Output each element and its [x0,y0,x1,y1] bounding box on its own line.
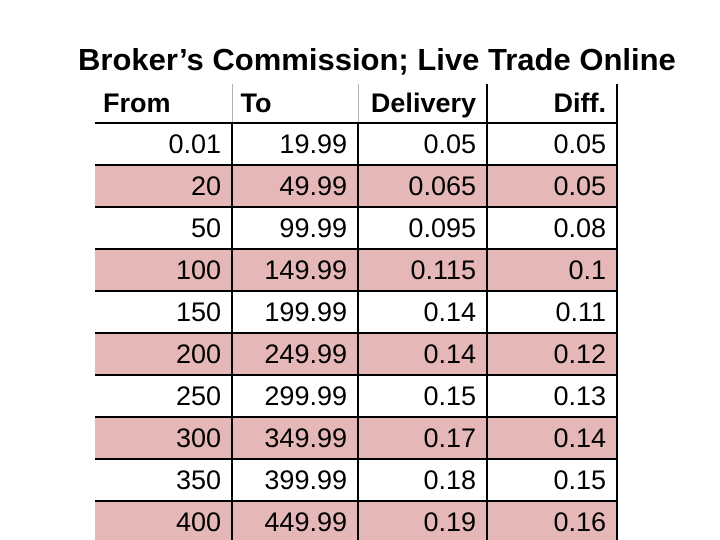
cell-delivery: 0.19 [357,501,487,540]
cell-to: 299.99 [231,375,358,418]
table-row: 200 249.99 0.14 0.12 [95,333,618,376]
table-row: 300 349.99 0.17 0.14 [95,417,618,460]
table-row: 400 449.99 0.19 0.16 [95,501,618,540]
table-row: 250 299.99 0.15 0.13 [95,375,618,418]
commission-table: From To Delivery Diff. 0.01 19.99 0.05 0.05… [95,84,618,540]
cell-from: 0.01 [95,123,232,166]
cell-diff: 0.16 [486,501,618,540]
cell-to: 349.99 [231,417,358,460]
table-row: 350 399.99 0.18 0.15 [95,459,618,502]
cell-diff: 0.15 [486,459,618,502]
cell-to: 199.99 [231,291,358,334]
cell-to: 149.99 [231,249,358,292]
cell-delivery: 0.15 [357,375,487,418]
cell-to: 249.99 [231,333,358,376]
cell-from: 50 [95,207,232,250]
column-header-diff: Diff. [486,84,618,124]
cell-delivery: 0.14 [357,333,487,376]
cell-diff: 0.05 [486,123,618,166]
cell-to: 19.99 [231,123,358,166]
cell-delivery: 0.14 [357,291,487,334]
cell-delivery: 0.18 [357,459,487,502]
cell-to: 399.99 [231,459,358,502]
cell-delivery: 0.115 [357,249,487,292]
column-header-from: From [95,84,232,124]
cell-from: 400 [95,501,232,540]
cell-to: 99.99 [231,207,358,250]
cell-diff: 0.08 [486,207,618,250]
cell-to: 449.99 [231,501,358,540]
cell-from: 300 [95,417,232,460]
cell-from: 20 [95,165,232,208]
table-header: From To Delivery Diff. [95,84,618,124]
cell-from: 100 [95,249,232,292]
table-row: 100 149.99 0.115 0.1 [95,249,618,292]
slide-title: Broker’s Commission; Live Trade Online [78,42,676,77]
table-row: 0.01 19.99 0.05 0.05 [95,123,618,166]
table-body: 0.01 19.99 0.05 0.05 20 49.99 0.065 0.05 50 99.99… [95,123,618,540]
cell-delivery: 0.065 [357,165,487,208]
cell-delivery: 0.17 [357,417,487,460]
cell-to: 49.99 [231,165,358,208]
cell-from: 200 [95,333,232,376]
cell-delivery: 0.05 [357,123,487,166]
cell-from: 250 [95,375,232,418]
cell-diff: 0.11 [486,291,618,334]
cell-diff: 0.13 [486,375,618,418]
cell-delivery: 0.095 [357,207,487,250]
table-row: 20 49.99 0.065 0.05 [95,165,618,208]
cell-from: 150 [95,291,232,334]
column-header-to: To [231,84,358,124]
column-header-delivery: Delivery [357,84,487,124]
table-row: 50 99.99 0.095 0.08 [95,207,618,250]
cell-diff: 0.1 [486,249,618,292]
header-row: From To Delivery Diff. [95,84,618,124]
cell-from: 350 [95,459,232,502]
table-row: 150 199.99 0.14 0.11 [95,291,618,334]
cell-diff: 0.05 [486,165,618,208]
cell-diff: 0.12 [486,333,618,376]
cell-diff: 0.14 [486,417,618,460]
